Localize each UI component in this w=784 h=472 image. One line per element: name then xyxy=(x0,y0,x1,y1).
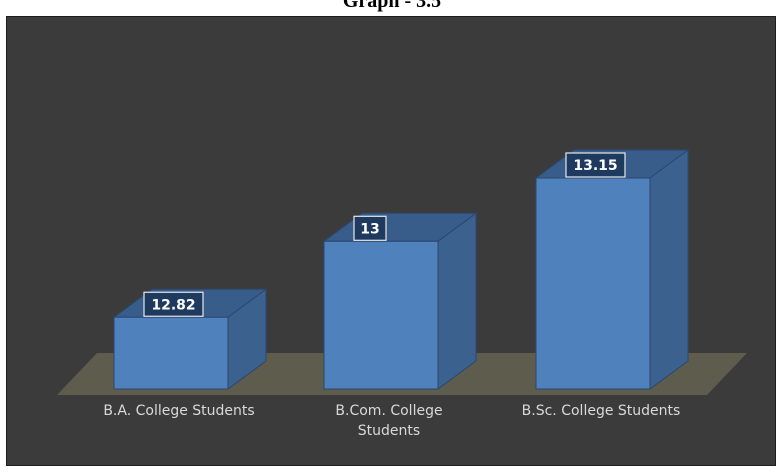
category-labels: B.A. College Students B.Com. College Stude… xyxy=(103,403,680,439)
chart-title: Graph - 3.5 xyxy=(342,0,442,12)
bar xyxy=(535,177,651,390)
bar-side xyxy=(649,149,689,390)
category-label: B.Sc. College Students xyxy=(522,403,681,419)
data-label-box xyxy=(143,291,204,317)
data-label: 12.82 xyxy=(151,297,195,313)
chart-area: 12.82 13 13.15 B.A. College Students B.Com.… xyxy=(6,16,776,466)
bar-group: 13 xyxy=(322,212,478,390)
data-label-box xyxy=(353,215,387,241)
bar xyxy=(323,240,439,390)
chart-svg: 12.82 13 13.15 B.A. College Students B.Com.… xyxy=(57,149,747,439)
data-label: 13 xyxy=(360,221,379,237)
bar-group: 13.15 xyxy=(534,149,690,390)
category-label: B.A. College Students xyxy=(103,403,254,419)
bars-layer: 12.82 13 13.15 xyxy=(112,149,690,390)
bar xyxy=(113,316,229,390)
category-label: B.Com. College Students xyxy=(335,403,442,439)
data-label-box xyxy=(565,152,626,178)
data-label: 13.15 xyxy=(573,158,617,174)
bar-group: 12.82 xyxy=(112,288,268,390)
bar-side xyxy=(437,212,477,390)
